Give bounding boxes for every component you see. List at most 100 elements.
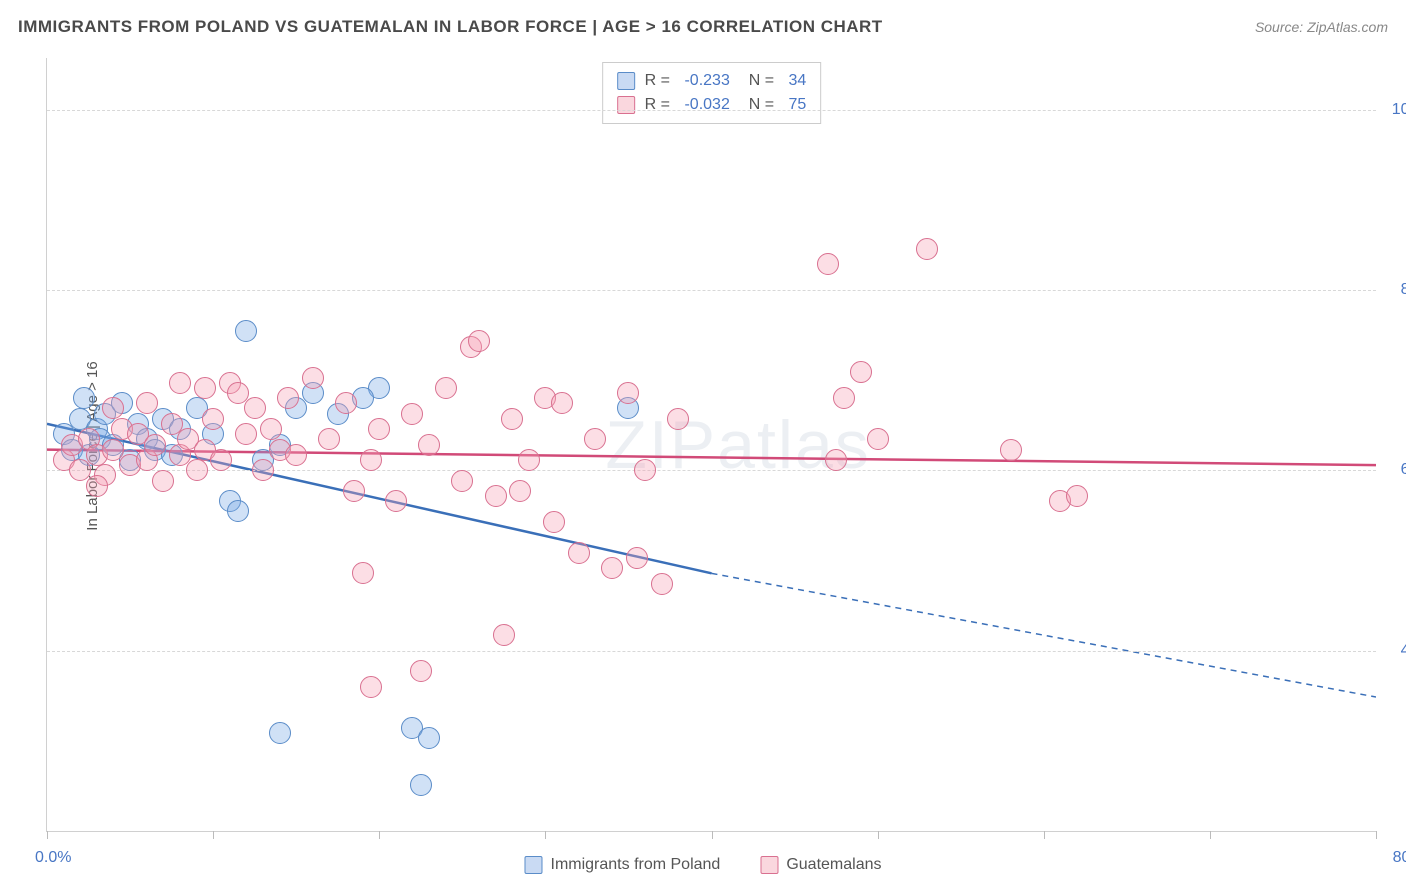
x-tick bbox=[213, 831, 214, 839]
x-axis-min-label: 0.0% bbox=[35, 849, 71, 867]
gridline bbox=[47, 651, 1376, 652]
trendline-pink bbox=[47, 450, 1376, 465]
gridline bbox=[47, 110, 1376, 111]
data-point-pink bbox=[186, 459, 208, 481]
data-point-pink bbox=[651, 573, 673, 595]
legend-item-blue: Immigrants from Poland bbox=[524, 856, 720, 874]
data-point-blue bbox=[73, 387, 95, 409]
legend-label-blue: Immigrants from Poland bbox=[550, 856, 720, 874]
data-point-pink bbox=[360, 676, 382, 698]
bottom-legend: Immigrants from Poland Guatemalans bbox=[524, 856, 881, 874]
data-point-pink bbox=[285, 444, 307, 466]
y-tick-label: 82.5% bbox=[1382, 281, 1406, 299]
stats-row-blue: R = -0.233 N = 34 bbox=[617, 69, 807, 93]
data-point-blue bbox=[410, 774, 432, 796]
data-point-pink bbox=[435, 377, 457, 399]
legend-item-pink: Guatemalans bbox=[760, 856, 881, 874]
stats-row-pink: R = -0.032 N = 75 bbox=[617, 93, 807, 117]
data-point-pink bbox=[410, 660, 432, 682]
data-point-pink bbox=[335, 392, 357, 414]
data-point-pink bbox=[252, 459, 274, 481]
data-point-blue bbox=[235, 320, 257, 342]
data-point-blue bbox=[418, 727, 440, 749]
data-point-pink bbox=[568, 542, 590, 564]
x-tick bbox=[1376, 831, 1377, 839]
scatter-plot: ZIPatlas R = -0.233 N = 34 R = -0.032 N … bbox=[46, 58, 1376, 832]
data-point-pink bbox=[86, 475, 108, 497]
data-point-pink bbox=[916, 238, 938, 260]
data-point-pink bbox=[102, 397, 124, 419]
stat-r-label: R = bbox=[645, 93, 675, 117]
chart-source: Source: ZipAtlas.com bbox=[1255, 19, 1388, 35]
y-tick-label: 100.0% bbox=[1382, 101, 1406, 119]
swatch-pink-icon bbox=[617, 96, 635, 114]
x-tick bbox=[712, 831, 713, 839]
data-point-pink bbox=[817, 253, 839, 275]
gridline bbox=[47, 470, 1376, 471]
data-point-pink bbox=[302, 367, 324, 389]
x-tick bbox=[1210, 831, 1211, 839]
data-point-pink bbox=[235, 423, 257, 445]
data-point-pink bbox=[360, 449, 382, 471]
data-point-pink bbox=[210, 449, 232, 471]
data-point-pink bbox=[867, 428, 889, 450]
data-point-pink bbox=[385, 490, 407, 512]
x-tick bbox=[379, 831, 380, 839]
stats-legend: R = -0.233 N = 34 R = -0.032 N = 75 bbox=[602, 62, 822, 124]
data-point-pink bbox=[601, 557, 623, 579]
data-point-pink bbox=[825, 449, 847, 471]
chart-header: IMMIGRANTS FROM POLAND VS GUATEMALAN IN … bbox=[18, 12, 1388, 42]
x-tick bbox=[47, 831, 48, 839]
data-point-pink bbox=[202, 408, 224, 430]
data-point-pink bbox=[518, 449, 540, 471]
swatch-blue-icon bbox=[524, 856, 542, 874]
data-point-pink bbox=[634, 459, 656, 481]
data-point-pink bbox=[318, 428, 340, 450]
x-tick bbox=[1044, 831, 1045, 839]
stat-r-label: R = bbox=[645, 69, 675, 93]
data-point-pink bbox=[493, 624, 515, 646]
data-point-pink bbox=[144, 434, 166, 456]
swatch-pink-icon bbox=[760, 856, 778, 874]
data-point-pink bbox=[551, 392, 573, 414]
data-point-pink bbox=[833, 387, 855, 409]
data-point-pink bbox=[244, 397, 266, 419]
data-point-pink bbox=[418, 434, 440, 456]
data-point-pink bbox=[1066, 485, 1088, 507]
data-point-pink bbox=[401, 403, 423, 425]
data-point-pink bbox=[343, 480, 365, 502]
data-point-pink bbox=[584, 428, 606, 450]
x-tick bbox=[545, 831, 546, 839]
data-point-pink bbox=[667, 408, 689, 430]
data-point-pink bbox=[626, 547, 648, 569]
data-point-pink bbox=[260, 418, 282, 440]
data-point-pink bbox=[850, 361, 872, 383]
data-point-pink bbox=[368, 418, 390, 440]
gridline bbox=[47, 290, 1376, 291]
data-point-pink bbox=[451, 470, 473, 492]
data-point-pink bbox=[352, 562, 374, 584]
legend-label-pink: Guatemalans bbox=[786, 856, 881, 874]
stat-r-pink: -0.032 bbox=[684, 93, 729, 117]
data-point-pink bbox=[169, 372, 191, 394]
chart-title: IMMIGRANTS FROM POLAND VS GUATEMALAN IN … bbox=[18, 17, 883, 37]
data-point-pink bbox=[152, 470, 174, 492]
stat-r-blue: -0.233 bbox=[684, 69, 729, 93]
data-point-pink bbox=[485, 485, 507, 507]
data-point-pink bbox=[617, 382, 639, 404]
data-point-pink bbox=[1000, 439, 1022, 461]
stat-n-pink: 75 bbox=[789, 93, 807, 117]
trendline-dash-blue bbox=[712, 573, 1377, 697]
data-point-pink bbox=[194, 377, 216, 399]
y-tick-label: 47.5% bbox=[1382, 642, 1406, 660]
data-point-pink bbox=[543, 511, 565, 533]
stat-n-label: N = bbox=[740, 69, 779, 93]
data-point-blue bbox=[269, 722, 291, 744]
data-point-pink bbox=[277, 387, 299, 409]
x-tick bbox=[878, 831, 879, 839]
swatch-blue-icon bbox=[617, 72, 635, 90]
data-point-pink bbox=[136, 392, 158, 414]
data-point-pink bbox=[509, 480, 531, 502]
data-point-pink bbox=[501, 408, 523, 430]
data-point-blue bbox=[227, 500, 249, 522]
